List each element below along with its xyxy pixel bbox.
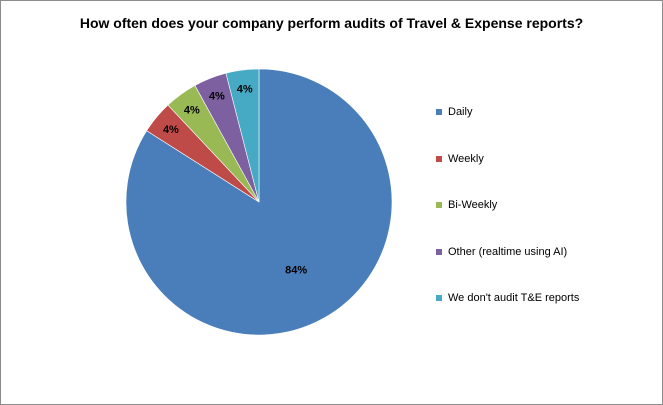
legend-label: Other (realtime using AI) [448, 245, 568, 258]
legend-item-bi-weekly: Bi-Weekly [436, 197, 656, 213]
legend-label: Bi-Weekly [448, 199, 498, 211]
legend-swatch-icon [436, 248, 442, 255]
legend-item-other-realtime-using-ai: Other (realtime using AI) [436, 244, 656, 260]
pie-slice-we-don-t-audit-t-e-reports [225, 68, 260, 203]
pie-data-labels: 84% 4% 4% 4% 4% [163, 84, 307, 277]
legend: Daily Weekly Bi-Weekly Other (realtime usin… [436, 104, 656, 337]
legend-swatch-icon [436, 155, 442, 162]
data-label-daily: 84% [285, 265, 307, 277]
legend-swatch-icon [436, 295, 442, 301]
data-label-we-don-t-audit-t-e-reports: 4% [237, 84, 253, 96]
data-label-other-realtime-using-ai: 4% [209, 91, 225, 103]
legend-label: We don't audit T&E reports [448, 292, 580, 304]
legend-label: Daily [448, 106, 473, 118]
data-label-bi-weekly: 4% [184, 105, 200, 117]
legend-item-we-don-t-audit-t-e-reports: We don't audit T&E reports [436, 290, 656, 306]
pie-slice-daily [125, 68, 393, 336]
chart-title: How often does your company perform audi… [79, 15, 584, 31]
legend-label: Weekly [448, 152, 484, 165]
legend-item-daily: Daily [436, 104, 656, 120]
legend-swatch-icon [436, 109, 442, 115]
legend-swatch-icon [436, 202, 442, 208]
legend-item-weekly: Weekly [436, 151, 656, 167]
data-label-weekly: 4% [163, 124, 179, 136]
pie-slices [125, 68, 393, 336]
